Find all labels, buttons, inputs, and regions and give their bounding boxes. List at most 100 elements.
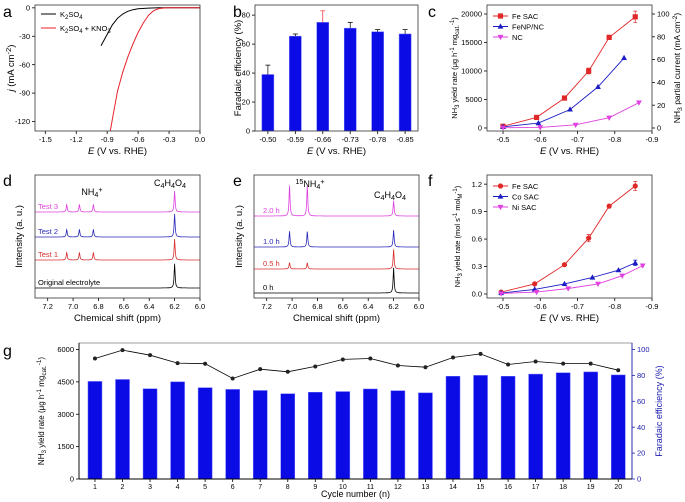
y-tick-label: 0.9 — [472, 207, 482, 216]
x-tick-label: -0.9 — [646, 135, 659, 144]
panel-e: e 2.0 h 1.0 h 0.5 h 0 h 7.2 7.0 6.8 6.6 6.4 6.2 6.0… — [233, 173, 424, 324]
y-tick-label: 15000 — [461, 38, 482, 47]
peak-annotation: C4H4O4 — [154, 178, 186, 190]
y-tick-label: 1.2 — [472, 180, 482, 189]
plot-area — [498, 181, 646, 297]
y-axis-label: j (mA cm-2) — [4, 45, 17, 94]
x-tick-label: -0.5 — [497, 135, 510, 144]
error-bar — [375, 29, 381, 32]
legend-label: Fe SAC — [512, 182, 539, 191]
plot-area — [35, 191, 200, 289]
bar — [445, 375, 461, 479]
x-tick-label: -0.78 — [369, 135, 386, 144]
plot-frame — [78, 342, 633, 480]
y-tick-label: 0.0 — [472, 290, 482, 299]
bar — [398, 33, 412, 131]
fe-data-point — [148, 353, 153, 358]
y-tick-label: 0 — [478, 124, 482, 133]
data-point-triangle-down — [595, 281, 601, 288]
x-tick-label: -0.85 — [397, 135, 414, 144]
data-point-triangle-up — [615, 267, 622, 273]
data-point-square — [561, 95, 568, 101]
x-tick-label: 6.2 — [388, 302, 398, 311]
series-line — [502, 57, 625, 128]
data-point-triangle-down — [606, 115, 613, 121]
trace-label: Test 2 — [38, 227, 58, 236]
y2-tick-label: 0 — [657, 124, 661, 133]
plot-frame — [34, 4, 201, 132]
y2-tick-label: 100 — [657, 10, 670, 19]
x-tick-label: 18 — [559, 484, 567, 491]
bar — [371, 31, 384, 131]
x-tick-label: 7.0 — [287, 302, 297, 311]
fe-line — [94, 349, 619, 379]
bar — [316, 22, 330, 131]
y2-tick-label: 80 — [657, 32, 665, 41]
bar — [170, 381, 185, 479]
bar — [610, 374, 626, 479]
data-point-triangle-up — [561, 280, 568, 287]
x-axis-label: Chemical shift (ppm) — [293, 313, 380, 324]
panel-letter: b — [233, 4, 242, 21]
x-tick-label: 3 — [148, 484, 152, 491]
bar — [225, 389, 240, 479]
panel-d: d Test 3 Test 2 Test 1 Original electrolyte 7… — [3, 173, 205, 324]
series-line — [501, 262, 636, 294]
x-tick-label: -1.2 — [70, 135, 83, 144]
panel-letter: e — [233, 173, 242, 190]
panel-letter: a — [3, 4, 12, 21]
y-tick-label: 40 — [242, 69, 250, 78]
error-bar — [320, 10, 326, 23]
data-point-triangle-down — [498, 291, 505, 297]
x-tick-label: 11 — [367, 484, 374, 491]
x-tick-label: 20 — [614, 484, 622, 491]
x-tick-label: -0.73 — [342, 135, 359, 144]
x-tick-label: 6.2 — [169, 302, 179, 311]
x-tick-label: 6.6 — [338, 302, 348, 311]
y-axis-label: Faradaic efficiency (%) — [233, 20, 244, 116]
series-line — [100, 7, 200, 46]
y-tick-label: 0 — [26, 3, 30, 12]
panel-letter: c — [428, 4, 436, 21]
bar — [87, 381, 103, 479]
x-tick-label: 6.8 — [312, 302, 322, 311]
data-point-triangle-down — [533, 290, 540, 296]
x-tick-label: -0.6 — [534, 135, 547, 144]
x-tick-label: -0.59 — [287, 135, 304, 144]
x-tick-label: 6.4 — [144, 302, 154, 311]
data-point-square — [632, 14, 638, 20]
plot-frame — [253, 174, 420, 299]
bar — [252, 390, 268, 479]
plot-area — [500, 10, 642, 131]
data-point-circle — [561, 262, 568, 268]
x-tick-label: -0.8 — [608, 135, 621, 144]
plot-frame — [486, 4, 653, 132]
x-tick-label: 7.0 — [68, 302, 78, 311]
x-tick-label: -0.9 — [101, 135, 114, 144]
y2-tick-label: 60 — [657, 55, 665, 64]
bar — [528, 373, 543, 479]
data-point-circle — [532, 281, 538, 287]
fe-data-point — [120, 348, 125, 353]
x-tick-label: 0.0 — [195, 135, 205, 144]
spectrum-trace — [254, 267, 419, 294]
legend-label: K2SO4 — [60, 10, 83, 21]
fe-data-point — [92, 356, 97, 361]
panel-g: g1 2 3 4 5 6 7 8 9 10 11 12 13 14 15 16 17 18 19 2001500300… — [3, 342, 664, 499]
y2-tick-label: 20 — [657, 101, 665, 110]
data-point-triangle-up — [535, 120, 542, 126]
fe-data-point — [616, 368, 621, 373]
bar — [555, 372, 571, 479]
trace-label: 0 h — [263, 283, 273, 292]
peak-annotation: NH4+ — [81, 185, 102, 199]
bar — [343, 27, 357, 131]
data-point-circle — [632, 183, 638, 189]
x-tick-label: -0.8 — [608, 302, 621, 311]
y2-tick-label: 40 — [657, 78, 665, 87]
plot-area — [254, 185, 419, 294]
data-point-circle — [606, 203, 612, 209]
error-bar — [402, 29, 408, 34]
y-tick-label: 1500 — [57, 442, 74, 451]
